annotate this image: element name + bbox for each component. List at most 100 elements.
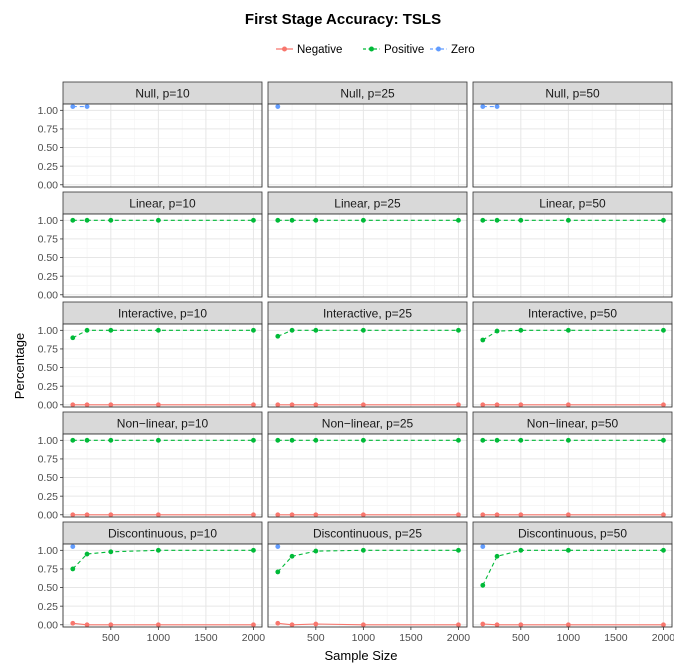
data-point-negative [155,512,161,518]
series-positive [480,437,666,443]
panel-border [62,103,263,188]
panel-strip-label: Non−linear, p=50 [527,417,619,431]
y-tick-label: 0.00 [38,289,59,301]
data-point-positive [494,328,500,334]
panel-plot-area [63,324,262,407]
data-point-positive [251,437,256,443]
data-point-positive [70,566,76,572]
y-tick-label: 1.00 [38,105,59,117]
data-point-zero [275,104,281,110]
data-point-negative [494,512,500,518]
x-tick-label: 1000 [147,632,171,644]
panel-strip-label: Non−linear, p=25 [322,417,414,431]
panel-border [62,433,263,518]
panel-grid-lines [473,324,672,407]
y-tick-label: 0.25 [38,601,59,613]
data-point-positive [360,327,366,333]
panel-border [267,103,468,188]
data-point-positive [494,553,500,559]
data-point-negative [313,512,319,518]
y-tick-label: 0.50 [38,142,59,154]
data-point-negative [313,621,319,627]
data-point-negative [108,622,114,628]
legend-item-negative: Negative [276,44,342,56]
data-point-positive [360,217,366,223]
data-point-negative [289,402,295,408]
data-point-positive [70,217,76,223]
data-point-negative [251,622,256,628]
y-tick-label: 0.75 [38,344,59,356]
panel-plot-area [268,104,467,187]
data-point-positive [251,547,256,553]
series-positive [480,547,666,588]
series-negative [275,402,461,408]
data-point-negative [518,402,524,408]
data-point-negative [70,402,76,408]
panel-plot-area [63,214,262,297]
data-point-positive [565,437,571,443]
data-point-positive [456,327,461,333]
data-point-positive [480,437,486,443]
data-point-negative [456,402,461,408]
data-point-negative [251,402,256,408]
data-point-positive [456,217,461,223]
y-tick-label: 0.25 [38,271,59,283]
data-point-negative [360,512,366,518]
y-tick-label: 0.75 [38,124,59,136]
series-positive [70,327,256,341]
data-point-negative [518,622,524,628]
chart-title: First Stage Accuracy: TSLS [245,11,441,28]
panel-non-linear-p-50: Non−linear, p=50 [472,411,673,518]
x-tick-label: 500 [512,632,530,644]
y-tick-label: 0.00 [38,399,59,411]
panel-strip-label: Discontinuous, p=50 [518,527,627,541]
data-point-positive [251,217,256,223]
x-tick-label: 2000 [447,632,471,644]
data-point-positive [70,335,76,341]
data-point-positive [155,327,161,333]
panel-null-p-25: Null, p=25 [267,81,468,188]
panel-grid-lines [473,214,672,297]
data-point-positive [494,437,500,443]
series-zero [275,544,281,550]
data-point-positive [480,582,486,588]
data-point-zero [70,544,76,550]
legend-item-zero: Zero [430,44,475,56]
series-positive [70,547,256,572]
data-point-negative [313,402,319,408]
x-tick-label: 1500 [194,632,218,644]
data-point-positive [155,437,161,443]
panel-grid-lines [268,104,467,187]
data-point-positive [275,333,281,339]
data-point-zero [84,104,90,110]
panel-interactive-p-10: Interactive, p=10 0.00 0.25 0.50 0.75 1.00 [38,301,263,411]
panel-linear-p-25: Linear, p=25 [267,191,468,298]
data-point-zero [480,544,486,550]
data-point-negative [480,512,486,518]
legend-label: Zero [451,44,475,56]
panel-grid-lines [473,104,672,187]
data-point-positive [661,547,666,553]
panel-non-linear-p-10: Non−linear, p=10 0.00 0.25 0.50 0.75 1.00 [38,411,263,521]
panel-grid: Null, p=10 0.00 0.25 0.50 0.75 1.00 Null, p=25… [38,81,673,631]
panel-strip-label: Null, p=50 [545,87,600,101]
panel-plot-area [268,434,467,517]
panel-border [472,323,673,408]
y-tick-label: 1.00 [38,215,59,227]
data-point-positive [456,547,461,553]
data-point-negative [565,402,571,408]
data-point-positive [289,327,295,333]
series-negative [480,402,666,408]
data-point-negative [360,402,366,408]
panel-border [472,543,673,628]
data-point-negative [661,402,666,408]
data-point-positive [480,217,486,223]
data-point-positive [360,547,366,553]
series-negative [70,512,256,518]
data-point-positive [275,217,281,223]
data-point-negative [494,622,500,628]
data-point-negative [494,402,500,408]
x-tick-label: 1000 [352,632,376,644]
y-tick-label: 0.25 [38,491,59,503]
